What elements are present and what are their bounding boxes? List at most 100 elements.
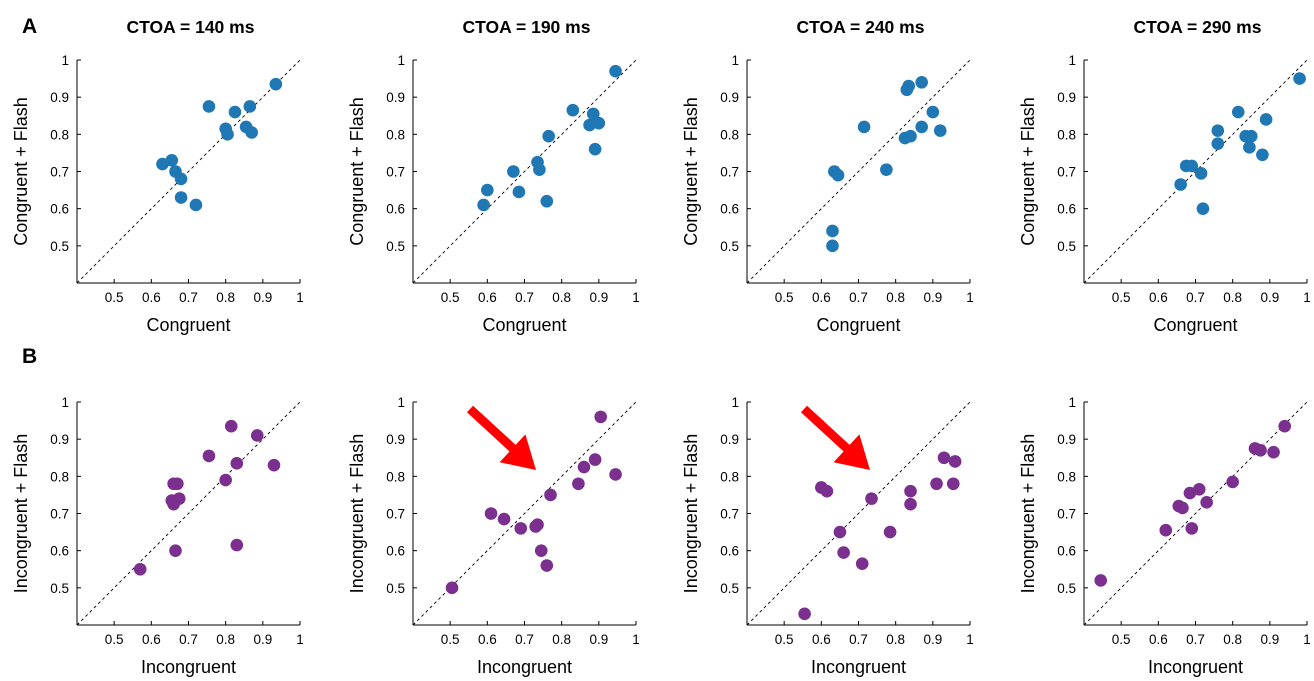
x-tick-label: 0.8 bbox=[216, 632, 235, 647]
data-point bbox=[1267, 445, 1280, 459]
y-tick-label: 0.7 bbox=[386, 507, 405, 522]
y-tick-label: 0.5 bbox=[720, 581, 739, 596]
x-tick-label: 0.7 bbox=[1186, 632, 1205, 647]
chart-title: CTOA = 140 ms bbox=[127, 17, 255, 37]
data-point bbox=[855, 557, 869, 570]
data-point bbox=[202, 100, 216, 113]
data-point bbox=[1200, 496, 1213, 509]
y-axis-label: Incongruent + Flash bbox=[347, 434, 367, 594]
x-tick-label: 0.8 bbox=[1223, 632, 1242, 647]
data-point bbox=[230, 457, 244, 470]
scatter-panel-b-4: 0.5 0.6 0.7 0.8 0.9 1 0.5 0.6 0.7 0.8 0.9 1 Incongru… bbox=[1018, 395, 1311, 677]
chart-title: CTOA = 240 ms bbox=[797, 17, 925, 37]
chart-title: CTOA = 190 ms bbox=[463, 17, 591, 37]
x-tick-label: 1 bbox=[632, 290, 640, 305]
scatter-panel-b-1: 0.5 0.6 0.7 0.8 0.9 1 0.5 0.6 0.7 0.8 0.9 1 Incongru… bbox=[11, 395, 304, 677]
data-point bbox=[534, 544, 548, 557]
data-point bbox=[267, 458, 281, 472]
data-point bbox=[165, 154, 179, 167]
y-tick-label: 0.6 bbox=[1057, 202, 1076, 217]
y-tick-label: 0.6 bbox=[1057, 544, 1076, 559]
y-tick-label: 0.7 bbox=[50, 165, 69, 180]
data-point bbox=[1192, 483, 1206, 496]
x-tick-label: 0.8 bbox=[886, 290, 905, 305]
y-tick-label: 0.9 bbox=[50, 432, 69, 447]
y-tick-label: 0.5 bbox=[50, 239, 69, 254]
x-tick-label: 0.6 bbox=[478, 632, 497, 647]
x-tick-label: 0.7 bbox=[515, 632, 534, 647]
y-tick-label: 0.6 bbox=[720, 202, 739, 217]
y-tick-label: 0.9 bbox=[1057, 90, 1076, 105]
scatter-panel-a-4: 0.5 0.6 0.7 0.8 0.9 1 0.5 0.6 0.7 0.8 0.9 1 Congruen… bbox=[1018, 17, 1311, 335]
data-point bbox=[172, 492, 186, 505]
y-tick-label: 0.9 bbox=[720, 90, 739, 105]
x-tick-label: 0.7 bbox=[849, 632, 868, 647]
data-point bbox=[1226, 475, 1239, 489]
data-point bbox=[937, 451, 951, 465]
data-point bbox=[1185, 522, 1199, 535]
data-point bbox=[512, 185, 526, 199]
data-point bbox=[544, 488, 557, 502]
data-point bbox=[798, 607, 811, 621]
y-tick-label: 0.8 bbox=[720, 469, 739, 484]
x-tick-label: 0.7 bbox=[1186, 290, 1205, 305]
x-tick-label: 0.8 bbox=[1223, 290, 1242, 305]
data-point bbox=[1176, 501, 1189, 515]
x-tick-label: 1 bbox=[632, 632, 640, 647]
data-point bbox=[1211, 137, 1225, 150]
data-point bbox=[1159, 523, 1173, 537]
data-point bbox=[566, 103, 580, 117]
x-tick-label: 0.9 bbox=[589, 290, 608, 305]
y-tick-label: 1 bbox=[731, 53, 739, 68]
x-tick-label: 1 bbox=[1303, 632, 1311, 647]
identity-line bbox=[746, 401, 971, 626]
data-point bbox=[865, 492, 878, 505]
y-tick-label: 0.8 bbox=[386, 469, 405, 484]
arrow-head bbox=[833, 434, 870, 470]
y-axis-label: Congruent + Flash bbox=[1018, 97, 1038, 246]
x-tick-label: 1 bbox=[296, 632, 304, 647]
x-axis-label: Incongruent bbox=[141, 657, 236, 677]
scatter-panel-a-3: 0.5 0.6 0.7 0.8 0.9 1 0.5 0.6 0.7 0.8 0.9 1 Congruen… bbox=[681, 17, 974, 335]
y-axis-label: Incongruent + Flash bbox=[681, 434, 701, 594]
data-point bbox=[1231, 105, 1245, 119]
x-tick-label: 0.5 bbox=[441, 290, 460, 305]
x-tick-label: 0.6 bbox=[142, 632, 161, 647]
data-point bbox=[224, 419, 238, 433]
x-tick-label: 0.5 bbox=[441, 632, 460, 647]
y-tick-label: 1 bbox=[61, 53, 69, 68]
y-tick-label: 1 bbox=[61, 395, 69, 410]
y-tick-label: 0.6 bbox=[50, 202, 69, 217]
y-tick-label: 0.5 bbox=[1057, 581, 1076, 596]
y-tick-label: 1 bbox=[1068, 395, 1076, 410]
y-tick-label: 0.5 bbox=[386, 581, 405, 596]
data-point bbox=[477, 198, 490, 212]
data-point bbox=[171, 477, 184, 491]
y-tick-label: 1 bbox=[731, 395, 739, 410]
data-point bbox=[245, 126, 258, 139]
arrow-head bbox=[499, 434, 536, 470]
x-tick-label: 1 bbox=[296, 290, 304, 305]
y-tick-label: 0.5 bbox=[1057, 239, 1076, 254]
x-tick-label: 0.7 bbox=[515, 290, 534, 305]
scatter-grid: 0.5 0.6 0.7 0.8 0.9 1 0.5 0.6 0.7 0.8 0.9 1 Congruen… bbox=[11, 17, 1311, 677]
identity-line bbox=[1083, 401, 1308, 626]
data-point bbox=[540, 559, 554, 572]
y-axis-label: Incongruent + Flash bbox=[1018, 434, 1038, 594]
data-point bbox=[507, 165, 520, 178]
y-tick-label: 0.8 bbox=[1057, 127, 1076, 142]
y-tick-label: 0.9 bbox=[386, 90, 405, 105]
data-point bbox=[930, 477, 943, 491]
x-tick-label: 0.6 bbox=[142, 290, 161, 305]
data-point bbox=[1196, 202, 1210, 215]
data-point bbox=[445, 581, 459, 595]
data-point bbox=[904, 129, 917, 143]
identity-line bbox=[76, 401, 301, 626]
x-axis-label: Congruent bbox=[816, 315, 900, 335]
data-point bbox=[831, 168, 845, 182]
data-point bbox=[133, 562, 147, 576]
x-tick-label: 0.6 bbox=[1149, 290, 1168, 305]
y-tick-label: 0.7 bbox=[50, 507, 69, 522]
data-point bbox=[915, 120, 928, 134]
